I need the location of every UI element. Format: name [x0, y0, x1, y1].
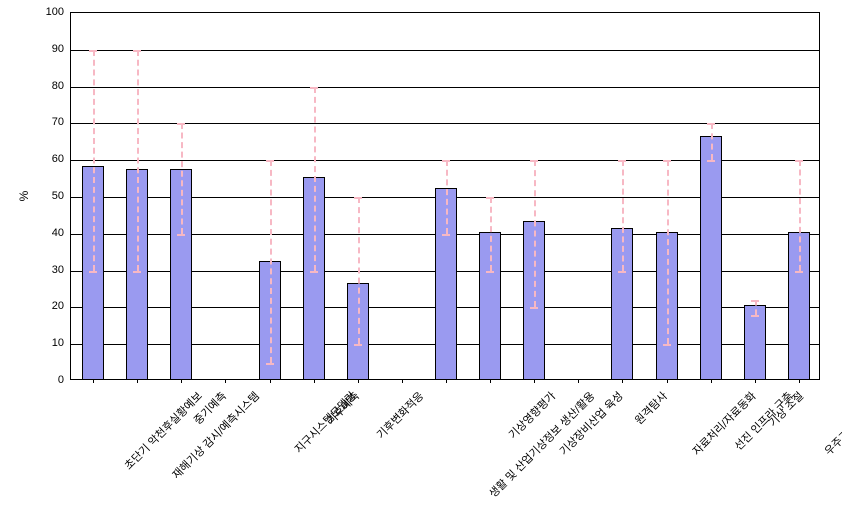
error-bar — [358, 197, 360, 344]
x-tick — [534, 379, 535, 383]
error-cap — [486, 271, 494, 273]
error-cap — [663, 160, 671, 162]
x-tick — [225, 379, 226, 383]
error-cap — [133, 50, 141, 52]
error-bar — [799, 160, 801, 270]
error-bar — [314, 87, 316, 271]
x-tick — [711, 379, 712, 383]
x-tick-label: 우주기상/군사기상 — [821, 388, 842, 459]
error-cap — [751, 315, 759, 317]
error-bar — [181, 123, 183, 233]
x-tick — [402, 379, 403, 383]
plot-area — [70, 12, 820, 380]
error-cap — [177, 123, 185, 125]
bar — [700, 136, 722, 379]
x-tick — [755, 379, 756, 383]
y-tick-label: 0 — [0, 374, 64, 386]
error-cap — [133, 271, 141, 273]
error-bar — [534, 160, 536, 307]
error-cap — [310, 271, 318, 273]
error-cap — [354, 197, 362, 199]
error-cap — [530, 307, 538, 309]
x-tick — [137, 379, 138, 383]
error-bar — [137, 50, 139, 271]
x-tick — [270, 379, 271, 383]
x-tick — [358, 379, 359, 383]
error-cap — [795, 160, 803, 162]
x-tick-label: 기후변화적응 — [373, 388, 427, 442]
x-tick — [622, 379, 623, 383]
bar-chart: % 0102030405060708090100초단기 악천후실황예보재해기상 … — [0, 0, 842, 526]
error-bar — [446, 160, 448, 234]
x-tick — [314, 379, 315, 383]
x-tick-label: 원격탐사 — [631, 388, 671, 428]
error-cap — [442, 234, 450, 236]
x-tick — [578, 379, 579, 383]
error-cap — [795, 271, 803, 273]
error-cap — [707, 123, 715, 125]
x-tick — [446, 379, 447, 383]
error-cap — [89, 271, 97, 273]
y-tick-label: 30 — [0, 264, 64, 276]
y-tick-label: 100 — [0, 6, 64, 18]
error-bar — [93, 50, 95, 271]
y-tick-label: 80 — [0, 80, 64, 92]
x-tick — [799, 379, 800, 383]
error-bar — [711, 123, 713, 160]
error-cap — [663, 344, 671, 346]
error-bar — [622, 160, 624, 270]
x-tick — [181, 379, 182, 383]
error-cap — [486, 197, 494, 199]
x-tick — [667, 379, 668, 383]
error-cap — [310, 87, 318, 89]
error-cap — [266, 363, 274, 365]
gridline — [71, 50, 819, 51]
error-bar — [270, 160, 272, 362]
error-cap — [442, 160, 450, 162]
x-tick — [93, 379, 94, 383]
error-cap — [266, 160, 274, 162]
gridline — [71, 87, 819, 88]
error-cap — [751, 300, 759, 302]
error-cap — [354, 344, 362, 346]
y-tick-label: 10 — [0, 337, 64, 349]
error-cap — [618, 160, 626, 162]
y-tick-label: 90 — [0, 43, 64, 55]
error-cap — [89, 50, 97, 52]
x-tick — [490, 379, 491, 383]
y-tick-label: 50 — [0, 190, 64, 202]
error-cap — [530, 160, 538, 162]
y-tick-label: 20 — [0, 300, 64, 312]
error-bar — [490, 197, 492, 271]
error-cap — [618, 271, 626, 273]
error-cap — [177, 234, 185, 236]
error-bar — [755, 300, 757, 315]
y-tick-label: 40 — [0, 227, 64, 239]
error-bar — [667, 160, 669, 344]
y-tick-label: 70 — [0, 116, 64, 128]
error-cap — [707, 160, 715, 162]
y-tick-label: 60 — [0, 153, 64, 165]
